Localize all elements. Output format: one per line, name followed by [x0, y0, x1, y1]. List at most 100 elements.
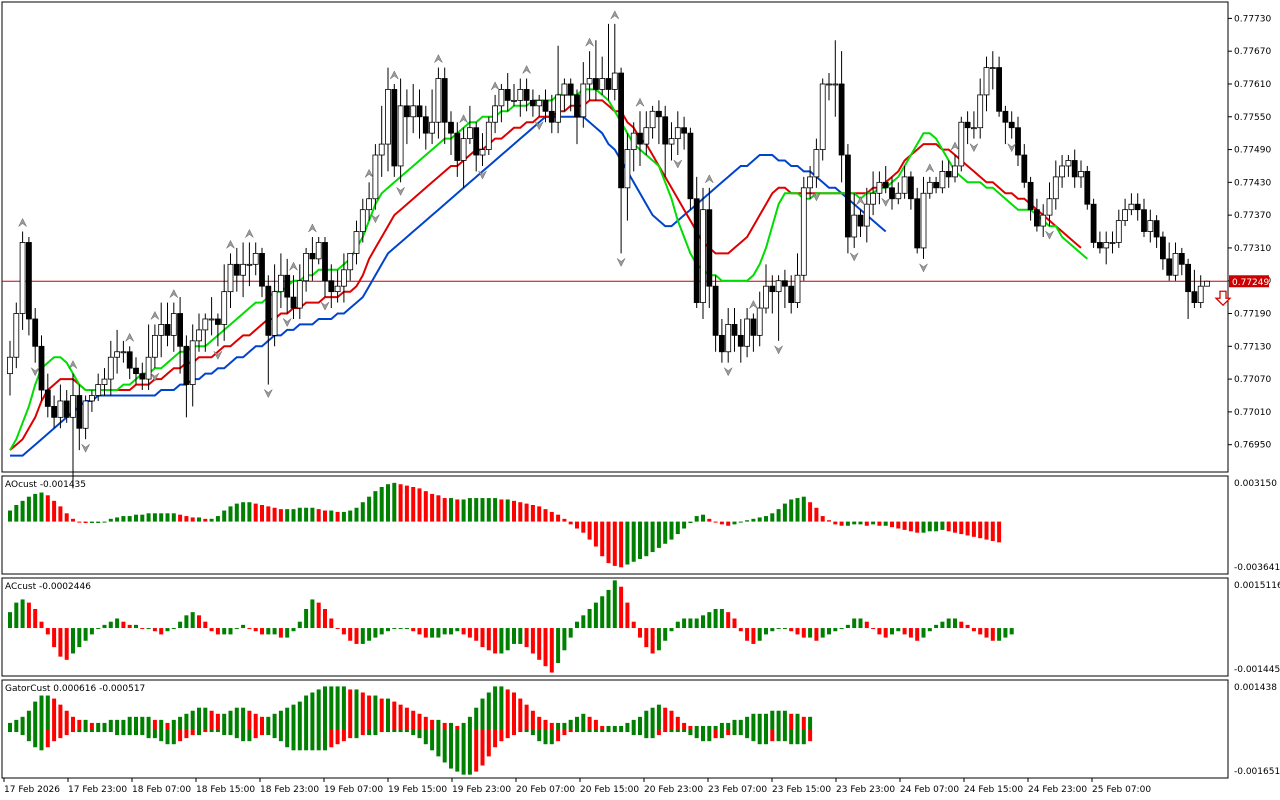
candle[interactable] [1040, 204, 1047, 237]
candle[interactable] [952, 155, 958, 183]
candle[interactable] [1084, 165, 1091, 210]
candle[interactable] [145, 324, 152, 391]
candle[interactable] [1178, 247, 1185, 276]
candle[interactable] [782, 269, 788, 309]
candle[interactable] [870, 171, 876, 216]
candle[interactable] [170, 302, 177, 352]
candle[interactable] [819, 78, 826, 161]
candle[interactable] [548, 94, 555, 134]
candle[interactable] [1052, 160, 1059, 210]
candle[interactable] [1103, 231, 1110, 265]
candle[interactable] [649, 105, 656, 139]
candle[interactable] [983, 56, 990, 112]
candle[interactable] [1166, 242, 1173, 281]
candle[interactable] [133, 357, 139, 385]
candle[interactable] [76, 384, 83, 451]
candle[interactable] [794, 253, 801, 309]
candle[interactable] [933, 176, 939, 194]
candle[interactable] [240, 242, 247, 298]
candle[interactable] [7, 340, 13, 396]
candle[interactable] [977, 78, 984, 139]
candle[interactable] [1021, 144, 1028, 188]
candle[interactable] [1059, 155, 1065, 188]
candle[interactable] [712, 275, 719, 352]
candle[interactable] [719, 318, 725, 363]
candle[interactable] [139, 362, 146, 391]
candle[interactable] [1128, 193, 1135, 216]
candle[interactable] [151, 324, 158, 369]
candle[interactable] [656, 100, 662, 145]
candle[interactable] [309, 237, 316, 281]
candle[interactable] [328, 264, 335, 309]
candle[interactable] [687, 127, 694, 210]
candle[interactable] [674, 111, 681, 156]
candle[interactable] [227, 253, 234, 309]
candle[interactable] [403, 89, 410, 145]
candle[interactable] [800, 176, 807, 281]
candle[interactable] [700, 187, 706, 319]
candle[interactable] [574, 89, 580, 145]
candle[interactable] [580, 62, 587, 128]
candle[interactable] [259, 247, 265, 298]
candle[interactable] [504, 73, 511, 112]
candle[interactable] [1160, 231, 1166, 270]
candle[interactable] [530, 89, 536, 117]
candle[interactable] [731, 308, 738, 352]
candle[interactable] [448, 111, 454, 156]
candle[interactable] [611, 23, 618, 101]
candle[interactable] [1015, 116, 1021, 166]
candle[interactable] [473, 122, 480, 172]
candle[interactable] [643, 111, 650, 156]
candle[interactable] [863, 187, 870, 243]
candle[interactable] [1185, 258, 1191, 319]
candle[interactable] [120, 340, 127, 363]
candle[interactable] [668, 122, 675, 161]
candle[interactable] [479, 133, 486, 166]
candle[interactable] [769, 275, 776, 314]
candle[interactable] [763, 264, 769, 314]
candle[interactable] [876, 171, 883, 205]
candle[interactable] [511, 83, 517, 106]
candle[interactable] [1008, 111, 1015, 139]
candle[interactable] [44, 373, 51, 418]
candle[interactable] [429, 89, 436, 145]
candle[interactable] [939, 160, 946, 194]
candle[interactable] [681, 116, 687, 150]
main-price-panel[interactable] [2, 10, 1232, 489]
candle[interactable] [498, 83, 505, 123]
candle[interactable] [70, 373, 76, 489]
candle[interactable] [296, 264, 303, 319]
candle[interactable] [926, 176, 933, 199]
candle[interactable] [630, 122, 637, 172]
candle[interactable] [964, 111, 971, 145]
candle[interactable] [158, 302, 165, 358]
candle[interactable] [788, 275, 795, 314]
candle[interactable] [725, 308, 732, 363]
candle[interactable] [618, 67, 624, 254]
candle[interactable] [889, 176, 895, 210]
candle[interactable] [1122, 198, 1128, 227]
gator-panel[interactable] [8, 686, 813, 775]
candle[interactable] [706, 187, 713, 309]
candle[interactable] [1153, 215, 1160, 248]
candle[interactable] [832, 40, 839, 117]
candle[interactable] [1115, 209, 1122, 248]
candle[interactable] [485, 116, 492, 156]
candle[interactable] [366, 182, 373, 221]
candle[interactable] [397, 78, 404, 183]
candle[interactable] [945, 160, 952, 188]
candle[interactable] [315, 237, 322, 265]
candle[interactable] [492, 94, 499, 134]
candle[interactable] [989, 51, 996, 90]
candle[interactable] [322, 237, 328, 298]
candle[interactable] [662, 105, 669, 177]
candle[interactable] [1078, 160, 1084, 188]
candle[interactable] [290, 275, 297, 319]
candle[interactable] [857, 209, 864, 237]
candle[interactable] [1204, 280, 1210, 287]
candle[interactable] [1134, 193, 1141, 221]
candle[interactable] [750, 313, 757, 352]
candle[interactable] [536, 94, 543, 117]
candle[interactable] [1191, 269, 1198, 309]
candle[interactable] [567, 78, 574, 112]
